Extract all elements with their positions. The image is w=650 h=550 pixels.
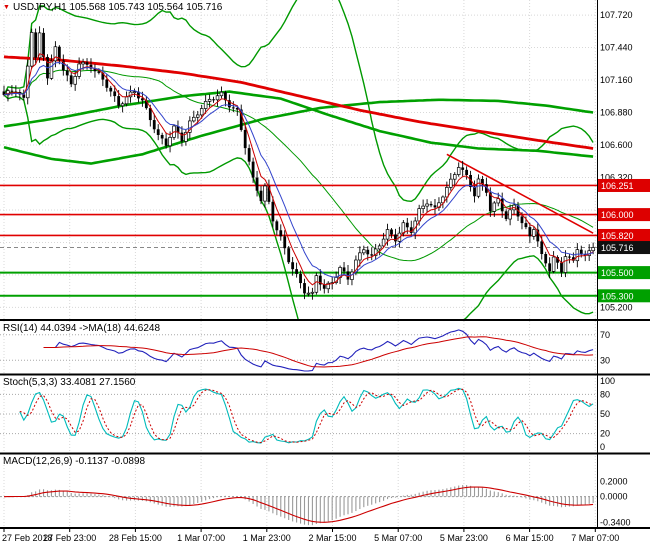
svg-text:50: 50 — [600, 409, 610, 419]
svg-text:107.720: 107.720 — [600, 10, 633, 20]
macd-panel — [0, 485, 597, 526]
svg-text:0.2000: 0.2000 — [600, 477, 628, 487]
svg-text:106.251: 106.251 — [601, 181, 634, 191]
symbol-marker-icon: ▼ — [3, 4, 10, 11]
svg-text:105.500: 105.500 — [601, 268, 634, 278]
main-chart-title-text: USDJPY,H1 105.568 105.743 105.564 105.71… — [12, 2, 223, 13]
time-label: 27 Feb 23:00 — [43, 533, 97, 543]
time-label: 27 Feb 2018 — [2, 533, 53, 543]
time-label: 1 Mar 23:00 — [242, 533, 291, 543]
stoch-k-line — [19, 387, 594, 444]
support-price-tag: 105.300 — [598, 289, 650, 303]
time-axis: 27 Feb 2018 27 Feb 23:00 28 Feb 15:00 1 Mar… — [0, 533, 650, 549]
svg-text:30: 30 — [600, 355, 610, 365]
ma-red-long — [3, 55, 594, 150]
svg-text:106.320: 106.320 — [600, 172, 633, 182]
svg-text:80: 80 — [600, 389, 610, 399]
time-label: 1 Mar 07:00 — [177, 533, 226, 543]
svg-text:-0.3400: -0.3400 — [600, 517, 631, 527]
macd-signal-line — [3, 486, 594, 523]
current-price-tag: 105.716 — [598, 241, 650, 255]
bollinger-upper — [3, 0, 594, 203]
ema-fast — [3, 53, 594, 286]
svg-text:106.600: 106.600 — [600, 140, 633, 150]
resistance-price-tag: 106.251 — [598, 178, 650, 192]
ema-slow — [3, 61, 594, 278]
price-axis: 107.720 107.440 107.160 106.880 106.600 106.3… — [598, 10, 650, 527]
stoch-panel — [0, 387, 597, 444]
svg-text:0: 0 — [600, 442, 605, 452]
svg-text:106.000: 106.000 — [601, 210, 634, 220]
svg-text:107.440: 107.440 — [600, 43, 633, 53]
time-label: 2 Mar 15:00 — [308, 533, 357, 543]
descending-trendline — [446, 153, 594, 234]
time-label: 5 Mar 23:00 — [439, 533, 488, 543]
support-price-tag: 105.500 — [598, 266, 650, 280]
svg-text:105.716: 105.716 — [601, 243, 634, 253]
candles — [2, 26, 595, 300]
rsi-ma-line — [43, 336, 594, 368]
svg-text:107.160: 107.160 — [600, 75, 633, 85]
time-label: 6 Mar 15:00 — [505, 533, 554, 543]
gridlines — [0, 0, 597, 528]
svg-text:105.300: 105.300 — [601, 291, 634, 301]
rsi-line — [43, 329, 594, 372]
bollinger-lower — [3, 94, 594, 320]
ma-green-fast — [3, 90, 594, 158]
main-chart-title: ▼ USDJPY,H1 105.568 105.743 105.564 105.7… — [3, 2, 222, 13]
macd-panel-title: MACD(12,26,9) -0.1137 -0.0898 — [3, 456, 146, 467]
main-panel — [0, 0, 597, 320]
time-label: 28 Feb 15:00 — [108, 533, 162, 543]
svg-text:70: 70 — [600, 330, 610, 340]
svg-text:105.200: 105.200 — [600, 302, 633, 312]
rsi-panel — [0, 329, 597, 372]
bollinger-middle — [3, 69, 594, 262]
rsi-panel-title: RSI(14) 44.0394 ->MA(18) 44.6248 — [3, 323, 161, 334]
svg-text:105.820: 105.820 — [601, 231, 634, 241]
svg-text:0.0000: 0.0000 — [600, 492, 628, 502]
svg-text:20: 20 — [600, 429, 610, 439]
time-label: 5 Mar 07:00 — [374, 533, 423, 543]
stoch-d-line — [19, 388, 594, 444]
svg-text:106.880: 106.880 — [600, 108, 633, 118]
panel-borders — [0, 0, 650, 532]
resistance-price-tag: 105.820 — [598, 228, 650, 242]
time-label: 7 Mar 07:00 — [571, 533, 620, 543]
stoch-panel-title: Stoch(5,3,3) 33.4081 27.1560 — [3, 377, 136, 388]
svg-text:100: 100 — [600, 376, 615, 386]
resistance-price-tag: 106.000 — [598, 208, 650, 222]
ma-green-slow — [3, 98, 594, 165]
